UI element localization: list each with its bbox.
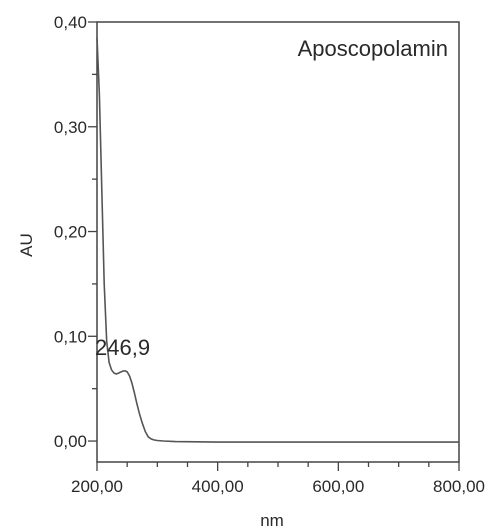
peak-wavelength-label: 246,9	[95, 335, 150, 360]
plot-frame	[96, 21, 460, 463]
x-tick-label: 600,00	[312, 477, 364, 496]
y-axis-ticks: 0,00 0,10 0,20 0,30 0,40	[54, 13, 97, 451]
x-axis-title: nm	[260, 511, 284, 530]
chart-title: Aposcopolamin	[298, 36, 448, 61]
absorbance-spectrum-line	[96, 37, 459, 443]
y-axis-title: AU	[17, 233, 36, 257]
y-tick-label: 0,30	[54, 118, 87, 137]
y-tick-label: 0,10	[54, 327, 87, 346]
x-tick-label: 200,00	[71, 477, 123, 496]
x-axis-ticks: 200,00 400,00 600,00 800,00	[71, 462, 485, 496]
x-tick-label: 800,00	[433, 477, 485, 496]
y-tick-label: 0,20	[54, 223, 87, 242]
x-tick-label: 400,00	[192, 477, 244, 496]
y-tick-label: 0,40	[54, 13, 87, 32]
y-tick-label: 0,00	[54, 432, 87, 451]
